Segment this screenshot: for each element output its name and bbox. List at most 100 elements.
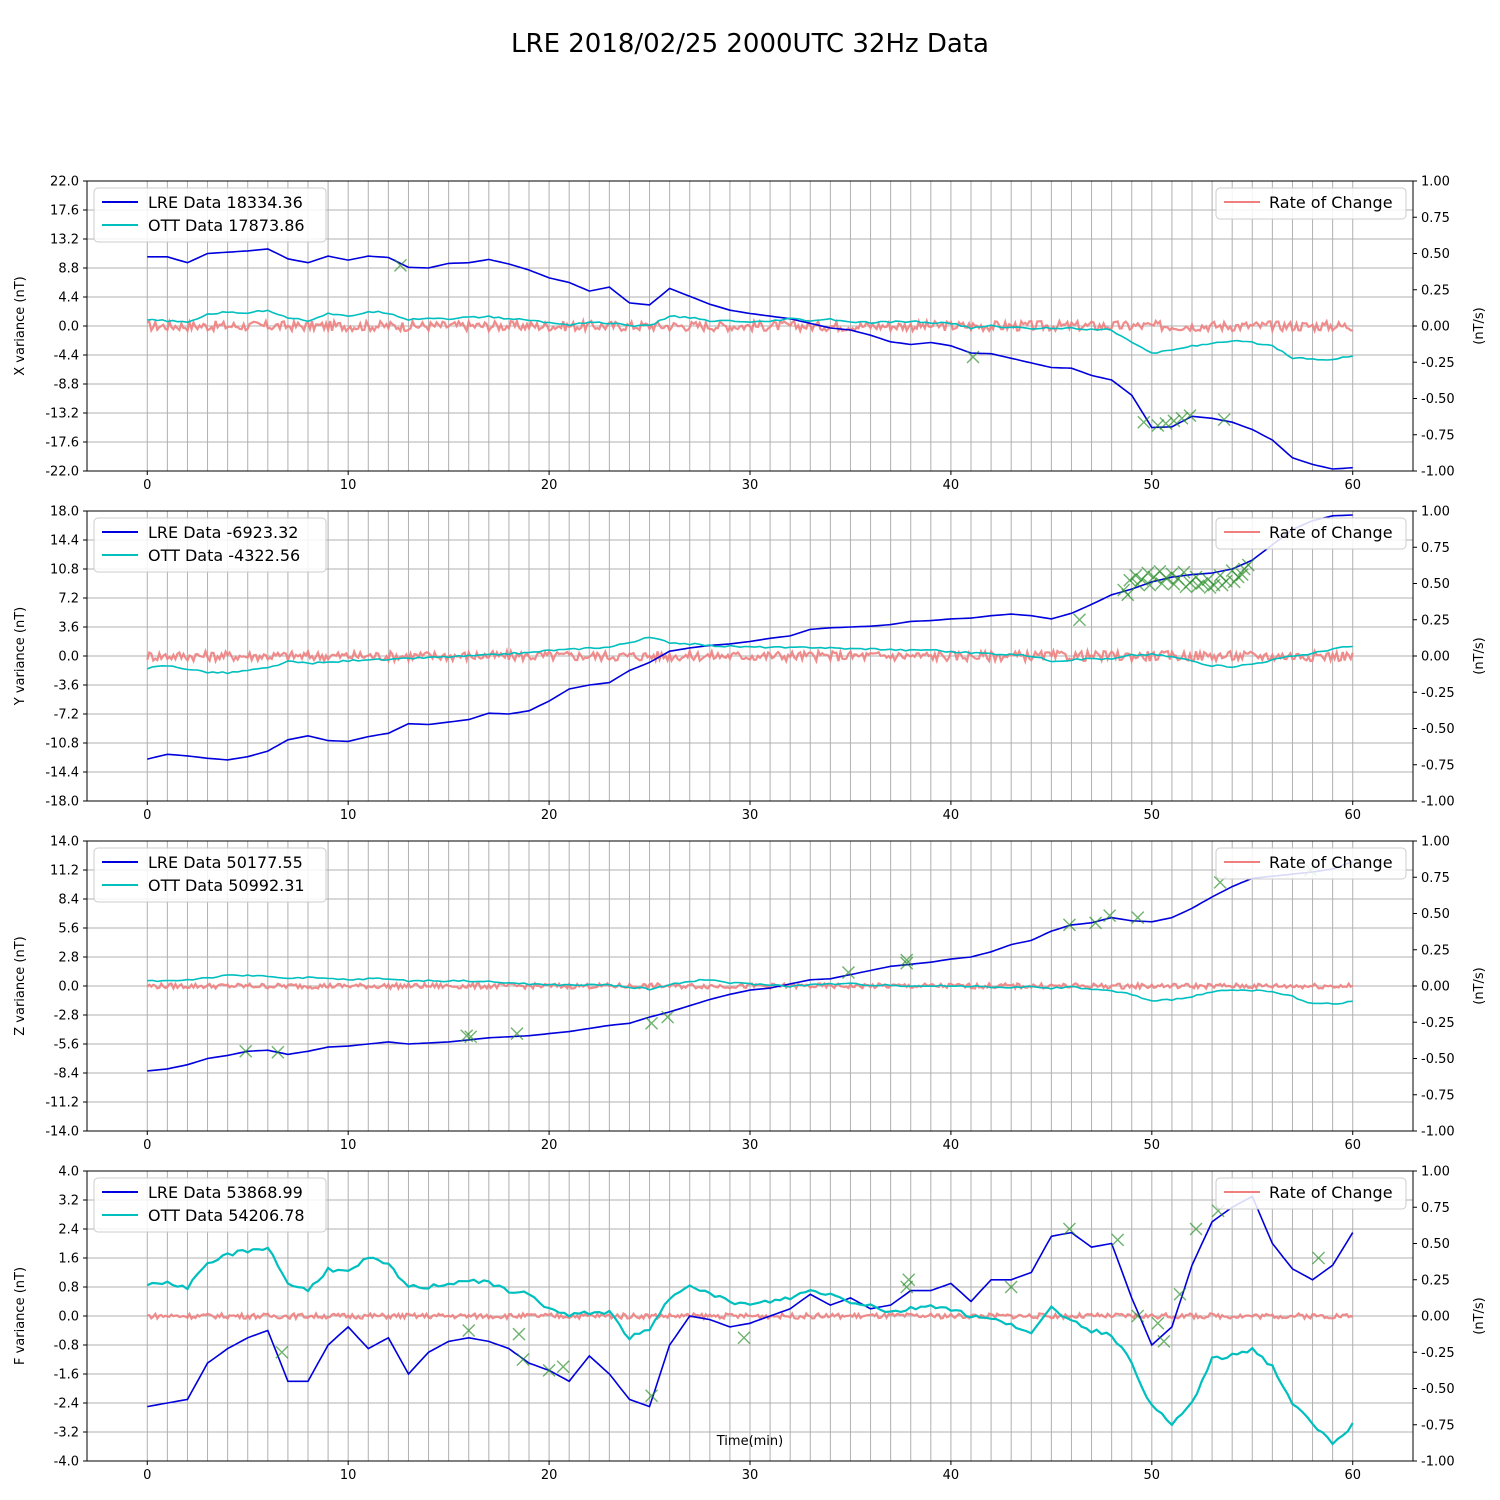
x-tick-label: 30 — [742, 1138, 759, 1153]
anomaly-marker — [1167, 577, 1181, 591]
anomaly-marker — [1062, 1222, 1076, 1236]
anomaly-marker — [1159, 417, 1173, 431]
x-tick-label: 0 — [143, 1468, 151, 1483]
x-tick-label: 10 — [340, 1468, 357, 1483]
y-tick-label: 22.0 — [50, 175, 79, 190]
y-tick-label: 14.4 — [50, 534, 79, 549]
y2-tick-label: 0.25 — [1421, 1273, 1450, 1288]
anomaly-marker — [900, 953, 914, 967]
anomaly-marker — [1141, 566, 1155, 580]
y-tick-label: 13.2 — [50, 233, 79, 248]
anomaly-marker — [1177, 565, 1191, 579]
markers — [1072, 558, 1255, 627]
y-tick-label: 2.4 — [58, 1223, 79, 1238]
y2-tick-label: -0.25 — [1421, 356, 1455, 371]
series-ott — [147, 974, 1353, 1005]
anomaly-marker — [510, 1027, 524, 1041]
y-tick-label: -18.0 — [45, 795, 79, 810]
anomaly-marker — [512, 1327, 526, 1341]
y2-tick-label: 0.75 — [1421, 211, 1450, 226]
anomaly-marker — [1151, 1316, 1165, 1330]
series-ott — [147, 309, 1353, 361]
y2-axis-label: (nT/s) — [1472, 1297, 1487, 1334]
anomaly-marker — [464, 1030, 478, 1044]
series-lre — [147, 1195, 1354, 1408]
anomaly-marker — [1137, 415, 1151, 429]
anomaly-marker — [1183, 409, 1197, 423]
anomaly-marker — [1191, 579, 1205, 593]
anomaly-marker — [1129, 568, 1143, 582]
y2-tick-label: 1.00 — [1421, 505, 1450, 520]
legend-right: Rate of Change — [1215, 517, 1407, 550]
series-ott — [146, 1246, 1354, 1446]
anomaly-marker — [1215, 578, 1229, 592]
y-tick-label: -1.6 — [54, 1368, 79, 1383]
y-tick-label: -10.8 — [45, 737, 79, 752]
y2-tick-label: -1.00 — [1421, 1455, 1455, 1470]
anomaly-marker — [556, 1360, 570, 1374]
anomaly-marker — [1103, 909, 1117, 923]
legend-entry: Rate of Change — [1269, 1183, 1393, 1202]
anomaly-marker — [1217, 413, 1231, 427]
x-tick-label: 30 — [742, 478, 759, 493]
legend-entry: LRE Data 50177.55 — [148, 853, 303, 872]
x-tick-label: 50 — [1144, 478, 1161, 493]
y-tick-label: -4.0 — [54, 1455, 79, 1470]
x-tick-label: 40 — [943, 478, 960, 493]
y-tick-label: 0.0 — [58, 320, 79, 335]
legend-box — [1215, 847, 1407, 880]
y-tick-label: -8.8 — [54, 378, 79, 393]
y-axis-label: X variance (nT) — [13, 276, 28, 375]
y2-tick-label: 1.00 — [1421, 835, 1450, 850]
y2-tick-label: -0.50 — [1421, 1382, 1455, 1397]
legend-box — [93, 187, 327, 243]
y2-tick-label: 0.50 — [1421, 577, 1450, 592]
y2-tick-label: -1.00 — [1421, 1125, 1455, 1140]
x-tick-label: 60 — [1344, 808, 1361, 823]
legend-left: LRE Data -6923.32 OTT Data -4322.56 — [93, 517, 327, 573]
y-tick-label: -11.2 — [45, 1096, 79, 1111]
y2-tick-label: 0.25 — [1421, 283, 1450, 298]
legend-entry: LRE Data 53868.99 — [148, 1183, 303, 1202]
legend-right: Rate of Change — [1215, 847, 1407, 880]
legend-entry: LRE Data -6923.32 — [148, 523, 298, 542]
y-tick-label: 8.4 — [58, 893, 79, 908]
anomaly-marker — [462, 1324, 476, 1337]
x-tick-label: 10 — [340, 478, 357, 493]
y2-tick-label: -0.25 — [1421, 1346, 1455, 1361]
y2-tick-label: 0.75 — [1421, 541, 1450, 556]
y-tick-label: 14.0 — [50, 835, 79, 850]
legend-right: Rate of Change — [1215, 1177, 1407, 1210]
series-ott — [147, 636, 1353, 675]
anomaly-marker — [1131, 577, 1145, 591]
legend-entry: OTT Data 54206.78 — [148, 1206, 305, 1225]
anomaly-marker — [1173, 1287, 1187, 1301]
y-tick-label: 10.8 — [50, 563, 79, 578]
x-tick-label: 30 — [742, 1468, 759, 1483]
legend-entry: Rate of Change — [1269, 853, 1393, 872]
x-tick-label: 0 — [143, 808, 151, 823]
legend-left: LRE Data 53868.99 OTT Data 54206.78 — [93, 1177, 327, 1233]
x-tick-label: 20 — [541, 478, 558, 493]
x-axis-label: Time(min) — [716, 1434, 783, 1449]
y-tick-label: -13.2 — [45, 407, 79, 422]
y-tick-label: -22.0 — [45, 465, 79, 480]
anomaly-marker — [1151, 419, 1165, 433]
legend-entry: OTT Data 50992.31 — [148, 876, 305, 895]
y-tick-label: 0.0 — [58, 980, 79, 995]
y2-tick-label: 0.00 — [1421, 1310, 1450, 1325]
legend-box — [1215, 1177, 1407, 1210]
anomaly-marker — [1203, 581, 1217, 595]
panel-y: 18.0 14.4 10.8 7.2 3.6 0.0 -3.6 -7.2 -10.8 -14.4 -… — [13, 505, 1487, 824]
legend-left: LRE Data 50177.55 OTT Data 50992.31 — [93, 847, 327, 903]
x-tick-label: 40 — [943, 1138, 960, 1153]
anomaly-marker — [1121, 588, 1135, 602]
y2-tick-label: -0.75 — [1421, 1088, 1455, 1103]
anomaly-marker — [645, 1016, 659, 1030]
y2-tick-label: -0.75 — [1421, 1418, 1455, 1433]
y2-tick-label: 1.00 — [1421, 175, 1450, 190]
y-tick-label: 2.8 — [58, 951, 79, 966]
legend-box — [93, 517, 327, 573]
panel-x: 22.0 17.6 13.2 8.8 4.4 0.0 -4.4 -8.8 -13.2 -17.6 -… — [13, 175, 1487, 494]
